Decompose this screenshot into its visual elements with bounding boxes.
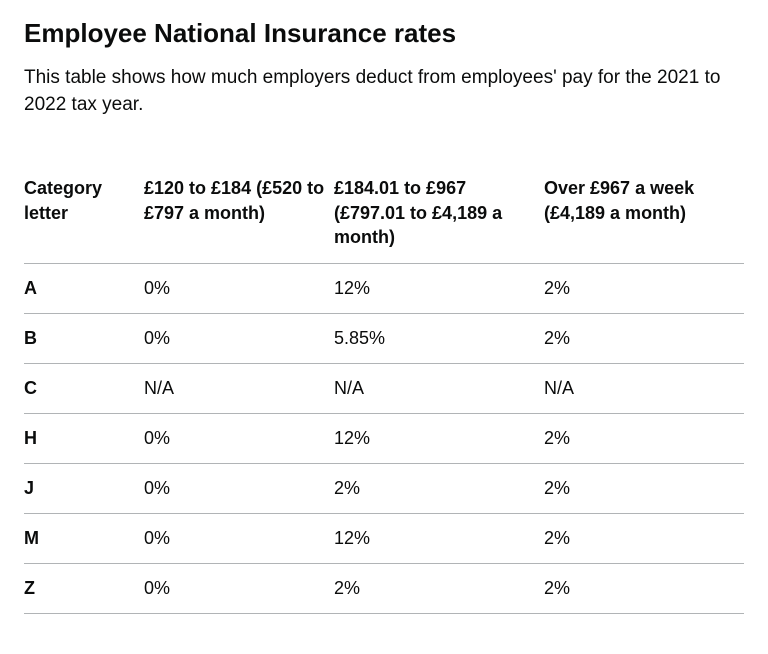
table-row: B 0% 5.85% 2% (24, 314, 744, 364)
rates-table: Category letter £120 to £184 (£520 to £7… (24, 166, 744, 614)
cell-value: 12% (334, 514, 544, 564)
cell-value: 12% (334, 414, 544, 464)
table-row: H 0% 12% 2% (24, 414, 744, 464)
cell-category: B (24, 314, 144, 364)
table-header-row: Category letter £120 to £184 (£520 to £7… (24, 166, 744, 263)
cell-category: J (24, 464, 144, 514)
cell-value: N/A (144, 364, 334, 414)
page-title: Employee National Insurance rates (24, 18, 744, 49)
cell-value: 5.85% (334, 314, 544, 364)
col-header-band2: £184.01 to £967 (£797.01 to £4,189 a mon… (334, 166, 544, 263)
cell-category: Z (24, 564, 144, 614)
cell-value: 2% (544, 414, 744, 464)
page-description: This table shows how much employers dedu… (24, 65, 724, 118)
cell-category: A (24, 264, 144, 314)
cell-value: 2% (544, 264, 744, 314)
col-header-band3: Over £967 a week (£4,189 a month) (544, 166, 744, 263)
cell-value: N/A (334, 364, 544, 414)
cell-category: C (24, 364, 144, 414)
cell-value: 0% (144, 514, 334, 564)
table-row: A 0% 12% 2% (24, 264, 744, 314)
cell-value: 0% (144, 564, 334, 614)
cell-value: 2% (334, 564, 544, 614)
cell-value: 2% (334, 464, 544, 514)
table-row: M 0% 12% 2% (24, 514, 744, 564)
cell-value: 2% (544, 314, 744, 364)
cell-value: 2% (544, 564, 744, 614)
cell-category: M (24, 514, 144, 564)
cell-value: 12% (334, 264, 544, 314)
table-row: Z 0% 2% 2% (24, 564, 744, 614)
table-row: J 0% 2% 2% (24, 464, 744, 514)
cell-value: 0% (144, 314, 334, 364)
cell-value: 0% (144, 264, 334, 314)
table-row: C N/A N/A N/A (24, 364, 744, 414)
cell-value: 2% (544, 514, 744, 564)
col-header-category: Category letter (24, 166, 144, 263)
cell-value: 2% (544, 464, 744, 514)
cell-category: H (24, 414, 144, 464)
col-header-band1: £120 to £184 (£520 to £797 a month) (144, 166, 334, 263)
cell-value: N/A (544, 364, 744, 414)
cell-value: 0% (144, 464, 334, 514)
cell-value: 0% (144, 414, 334, 464)
